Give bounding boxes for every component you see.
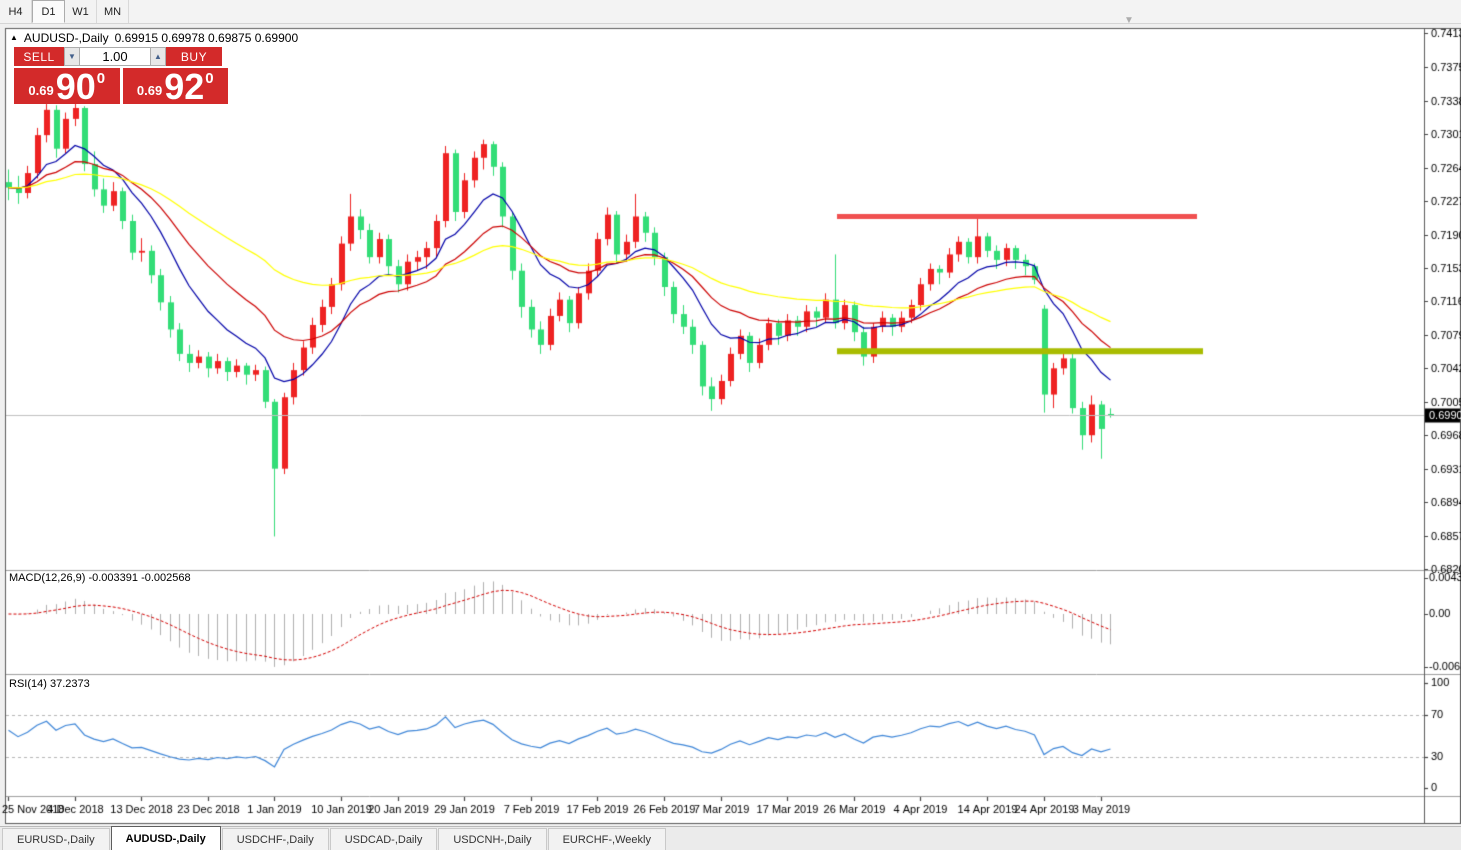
one-click-trading-panel: SELL ▼ ▲ BUY 0.69 90 0 0.69 92 0 xyxy=(14,47,228,107)
sell-price-big: 90 xyxy=(55,66,96,107)
tab-usdcnh-daily[interactable]: USDCNH-,Daily xyxy=(438,828,547,850)
tab-usdchf-daily[interactable]: USDCHF-,Daily xyxy=(221,828,329,850)
timeframe-button-mn[interactable]: MN xyxy=(97,0,129,23)
timeframe-button-d1[interactable]: D1 xyxy=(32,0,65,23)
macd-indicator-label: MACD(12,26,9) -0.003391 -0.002568 xyxy=(9,572,191,584)
volume-increase-button[interactable]: ▲ xyxy=(150,47,166,66)
tab-audusd-daily[interactable]: AUDUSD-,Daily xyxy=(110,826,221,850)
sell-price-panel[interactable]: 0.69 90 0 xyxy=(14,66,120,107)
chart-title-bar: ▲ AUDUSD-,Daily 0.69915 0.69978 0.69875 … xyxy=(10,31,298,45)
tab-eurusd-daily[interactable]: EURUSD-,Daily xyxy=(2,828,110,850)
sell-button[interactable]: SELL xyxy=(14,47,64,66)
volume-decrease-button[interactable]: ▼ xyxy=(64,47,80,66)
chart-symbol-label: AUDUSD-,Daily xyxy=(23,31,109,45)
rsi-indicator-label: RSI(14) 37.2373 xyxy=(9,678,90,690)
volume-input[interactable] xyxy=(80,47,150,66)
sell-price-pip: 0 xyxy=(96,70,106,87)
sell-price-base: 0.69 xyxy=(28,83,54,98)
buy-price-pip: 0 xyxy=(205,70,214,87)
collapse-triangle-icon[interactable]: ▲ xyxy=(10,32,18,42)
tab-usdcad-daily[interactable]: USDCAD-,Daily xyxy=(329,828,438,850)
buy-price-panel[interactable]: 0.69 92 0 xyxy=(122,66,228,107)
timeframe-button-h4[interactable]: H4 xyxy=(0,0,32,23)
timeframe-toolbar: H4 D1 W1 MN xyxy=(0,0,1461,24)
chart-ohlc-values: 0.69915 0.69978 0.69875 0.69900 xyxy=(114,31,299,45)
buy-price-base: 0.69 xyxy=(136,83,163,98)
tab-eurchf-weekly[interactable]: EURCHF-,Weekly xyxy=(547,828,666,850)
buy-price-big: 92 xyxy=(164,66,205,107)
timeframe-button-w1[interactable]: W1 xyxy=(65,0,97,23)
chart-tab-bar: EURUSD-,Daily AUDUSD-,Daily USDCHF-,Dail… xyxy=(0,826,1461,850)
chart-shift-marker-icon[interactable]: ▼ xyxy=(1124,15,1134,26)
buy-button[interactable]: BUY xyxy=(166,47,222,66)
